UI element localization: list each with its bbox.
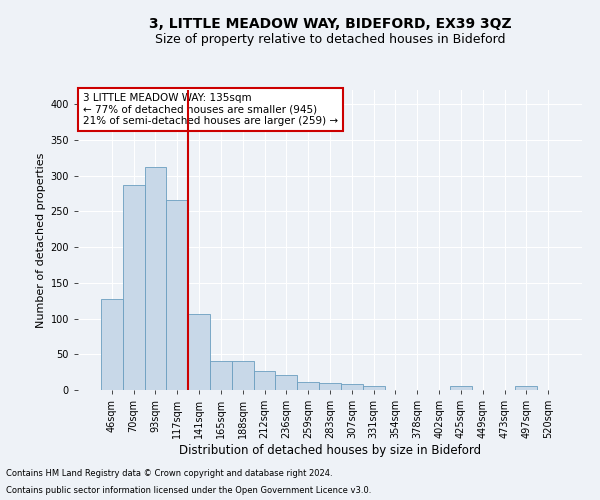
Bar [450,386,472,390]
Bar [341,384,363,390]
Bar [254,372,275,390]
Bar [232,360,254,390]
Bar [515,386,537,390]
Bar [188,314,210,390]
Text: 3, LITTLE MEADOW WAY, BIDEFORD, EX39 3QZ: 3, LITTLE MEADOW WAY, BIDEFORD, EX39 3QZ [149,18,511,32]
Bar [297,382,319,390]
Bar [275,375,297,390]
Bar [145,167,166,390]
Bar [166,200,188,390]
Text: Size of property relative to detached houses in Bideford: Size of property relative to detached ho… [155,32,505,46]
Y-axis label: Number of detached properties: Number of detached properties [36,152,46,328]
Bar [101,298,123,390]
X-axis label: Distribution of detached houses by size in Bideford: Distribution of detached houses by size … [179,444,481,457]
Text: Contains HM Land Registry data © Crown copyright and database right 2024.: Contains HM Land Registry data © Crown c… [6,468,332,477]
Bar [319,383,341,390]
Bar [123,185,145,390]
Bar [210,360,232,390]
Text: Contains public sector information licensed under the Open Government Licence v3: Contains public sector information licen… [6,486,371,495]
Text: 3 LITTLE MEADOW WAY: 135sqm
← 77% of detached houses are smaller (945)
21% of se: 3 LITTLE MEADOW WAY: 135sqm ← 77% of det… [83,93,338,126]
Bar [363,386,385,390]
